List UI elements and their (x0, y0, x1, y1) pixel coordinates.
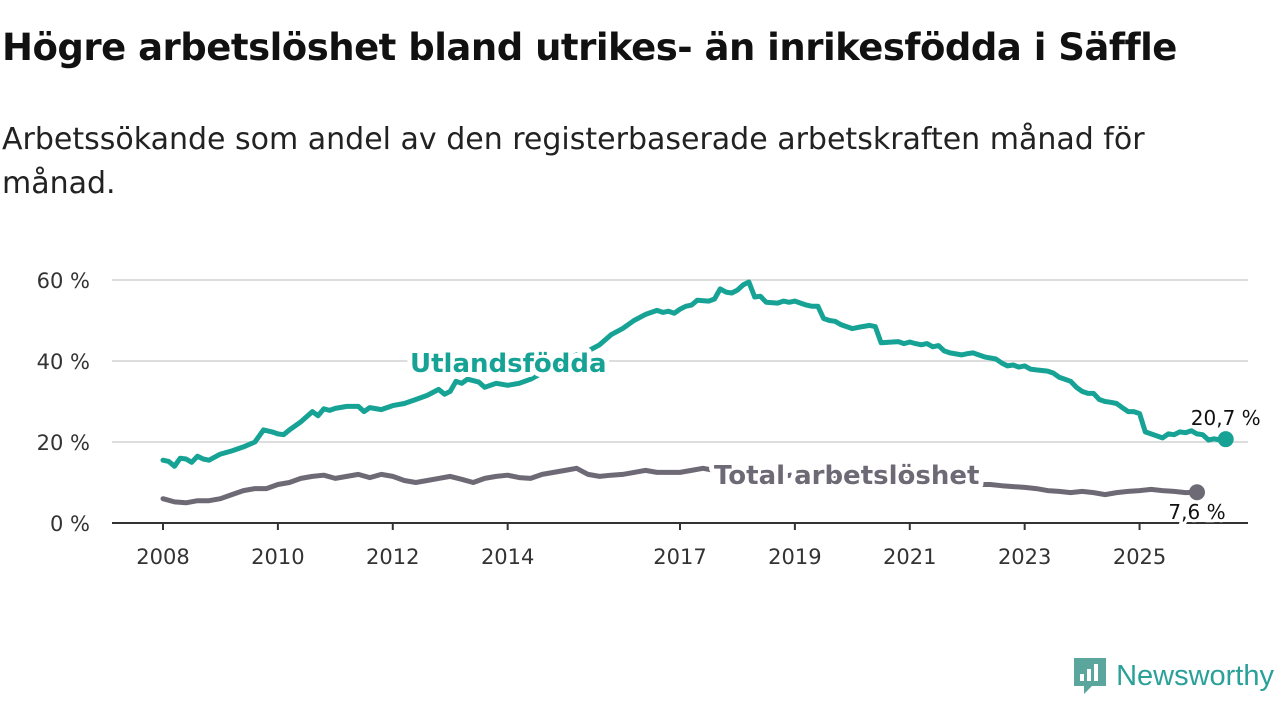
series-label-total: Total arbetslöshet (714, 461, 979, 491)
x-tick-label: 2014 (481, 545, 534, 569)
y-tick-label: 60 % (37, 269, 90, 293)
end-point-utlandsfodda (1217, 431, 1234, 448)
series-line-utlandsfodda (160, 279, 1229, 469)
brand-name: Newsworthy (1116, 659, 1274, 692)
chart-subtitle: Arbetssökande som andel av den registerb… (2, 122, 1145, 201)
series-label-total-halo: Total arbetslöshet (714, 461, 979, 491)
x-tick-label: 2012 (366, 545, 419, 569)
newsworthy-logo[interactable]: Newsworthy (1072, 656, 1274, 696)
chart-title: Högre arbetslöshet bland utrikes- än inr… (2, 26, 1177, 69)
x-tick-label: 2008 (136, 545, 189, 569)
y-tick-label: 0 % (50, 512, 90, 536)
end-point-total (1189, 484, 1205, 501)
series-line-total (160, 465, 1200, 506)
end-label-utlandsfodda: 20,7 % (1191, 406, 1261, 430)
series-label-utlandsfodda: Utlandsfödda (410, 349, 607, 379)
x-tick-label: 2019 (768, 545, 821, 569)
y-tick-label: 40 % (37, 350, 90, 374)
x-tick-label: 2017 (653, 545, 706, 569)
series-label-utlandsfodda-halo: Utlandsfödda (410, 349, 607, 379)
x-tick-label: 2025 (1113, 545, 1166, 569)
x-tick-label: 2010 (251, 545, 304, 569)
newsworthy-logo-icon (1074, 658, 1107, 694)
x-tick-label: 2023 (998, 545, 1051, 569)
end-label-total: 7,6 % (1168, 500, 1225, 524)
y-tick-label: 20 % (37, 431, 90, 455)
x-tick-label: 2021 (883, 545, 936, 569)
